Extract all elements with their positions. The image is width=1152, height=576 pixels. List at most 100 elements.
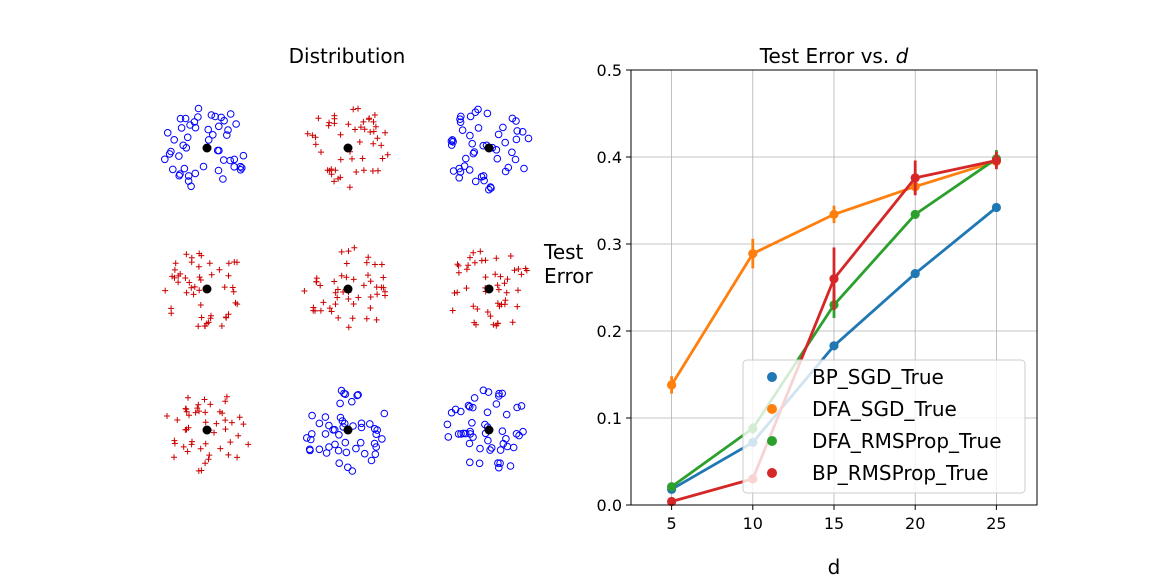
sample-point-circle: [487, 444, 496, 452]
data-point: [667, 496, 677, 507]
legend-marker: [767, 468, 777, 478]
sample-point-circle: [471, 177, 480, 186]
center-point: [343, 425, 353, 435]
sample-point-plus: [202, 409, 209, 416]
sample-point-circle: [466, 131, 474, 140]
sample-point-plus: [245, 441, 252, 448]
sample-point-circle: [372, 443, 381, 451]
sample-point-plus: [177, 270, 184, 277]
sample-point-plus: [507, 253, 514, 259]
sample-point-plus: [186, 279, 193, 286]
sample-point-circle: [504, 163, 513, 172]
sample-point-circle: [219, 175, 227, 183]
distribution-panel: [449, 248, 530, 329]
sample-point-plus: [366, 115, 373, 122]
sample-point-circle: [456, 118, 465, 126]
sample-point-plus: [222, 398, 229, 405]
sample-point-circle: [502, 410, 511, 419]
sample-point-plus: [312, 134, 319, 141]
sample-point-plus: [195, 263, 202, 270]
y-tick-label: 0.3: [597, 235, 622, 254]
sample-point-plus: [225, 272, 232, 279]
sample-point-circle: [501, 167, 510, 176]
sample-point-plus: [350, 276, 357, 283]
sample-point-circle: [468, 419, 476, 427]
sample-point-circle: [380, 409, 389, 418]
sample-point-plus: [451, 290, 458, 296]
sample-point-plus: [355, 294, 362, 301]
sample-point-plus: [312, 307, 318, 314]
sample-point-circle: [176, 170, 184, 178]
sample-point-circle: [344, 463, 352, 472]
sample-point-circle: [447, 141, 456, 149]
sample-point-circle: [480, 176, 488, 185]
sample-point-plus: [449, 307, 456, 314]
sample-point-circle: [447, 137, 456, 145]
center-point: [484, 143, 494, 153]
sample-point-circle: [474, 124, 483, 132]
sample-point-plus: [382, 292, 388, 299]
x-tick-label: 5: [667, 514, 677, 533]
sample-point-circle: [508, 148, 516, 157]
sample-point-circle: [305, 445, 314, 454]
y-tick-label: 0.2: [597, 322, 622, 341]
sample-point-circle: [215, 146, 223, 155]
sample-point-circle: [502, 435, 510, 443]
legend-box: [742, 359, 1026, 494]
sample-point-circle: [224, 126, 232, 134]
center-point: [202, 284, 212, 294]
sample-point-plus: [474, 306, 481, 312]
sample-point-circle: [348, 467, 357, 475]
chart-title: Test Error vs. d: [759, 44, 909, 68]
sample-point-plus: [235, 432, 242, 439]
sample-point-plus: [515, 287, 521, 294]
sample-point-circle: [470, 394, 479, 402]
sample-point-circle: [443, 420, 452, 429]
y-axis-label-line2: Error: [544, 264, 594, 288]
sample-point-plus: [318, 149, 324, 156]
sample-point-circle: [187, 182, 195, 191]
sample-point-plus: [304, 130, 311, 137]
legend-label: BP_RMSProp_True: [812, 461, 989, 485]
data-point: [748, 248, 758, 259]
sample-point-circle: [465, 439, 474, 448]
sample-point-plus: [183, 408, 190, 415]
center-point: [484, 425, 494, 435]
sample-point-plus: [367, 294, 374, 300]
sample-point-circle: [506, 462, 515, 470]
sample-point-plus: [375, 167, 381, 174]
distribution-panels: [161, 104, 533, 475]
sample-point-circle: [183, 133, 192, 142]
sample-point-plus: [313, 275, 320, 282]
sample-point-circle: [366, 420, 374, 428]
sample-point-plus: [188, 254, 195, 261]
sample-point-circle: [456, 168, 465, 176]
sample-point-circle: [223, 131, 231, 139]
sample-point-plus: [206, 260, 213, 267]
sample-point-circle: [495, 389, 503, 398]
sample-point-circle: [455, 164, 464, 173]
distribution-title: Distribution: [289, 44, 406, 68]
sample-point-circle: [194, 113, 202, 121]
sample-point-plus: [356, 139, 363, 145]
sample-point-plus: [350, 301, 357, 307]
data-point: [829, 274, 839, 284]
sample-point-plus: [207, 315, 214, 322]
series: [667, 150, 1002, 507]
sample-point-plus: [326, 305, 333, 312]
sample-point-plus: [463, 285, 470, 292]
sample-point-circle: [322, 449, 331, 457]
sample-point-plus: [494, 282, 501, 289]
sample-point-circle: [511, 155, 520, 164]
y-tick-label: 0.0: [597, 496, 622, 515]
sample-point-circle: [492, 400, 501, 408]
sample-point-plus: [183, 251, 190, 258]
y-tick-label: 0.1: [597, 409, 622, 428]
sample-point-plus: [213, 420, 220, 427]
sample-point-circle: [479, 386, 488, 395]
sample-point-plus: [162, 287, 169, 294]
sample-point-circle: [199, 162, 208, 171]
sample-point-plus: [205, 456, 212, 463]
sample-point-plus: [518, 271, 525, 278]
sample-point-plus: [301, 288, 308, 294]
